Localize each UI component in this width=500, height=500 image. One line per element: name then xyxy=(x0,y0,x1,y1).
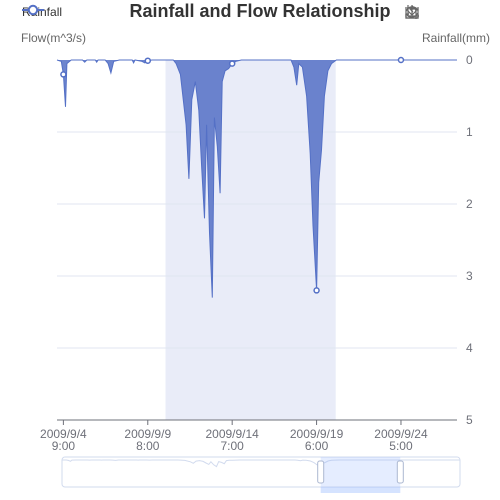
y-axis-right-tick-label: 1 xyxy=(466,125,473,139)
zoom-preview-line xyxy=(62,459,460,468)
rainfall-point[interactable] xyxy=(313,287,320,294)
mark-area-band xyxy=(165,60,336,420)
x-axis-tick-label: 2009/9/14 7:00 xyxy=(205,427,259,453)
zoom-move-bar[interactable] xyxy=(320,487,401,493)
rainfall-point[interactable] xyxy=(144,57,152,64)
data-zoom-slider[interactable] xyxy=(61,456,461,493)
series-layer xyxy=(56,56,457,298)
zoom-track xyxy=(61,456,461,488)
rainfall-line xyxy=(56,59,457,298)
chart-title: Rainfall and Flow Relationship xyxy=(129,1,391,21)
x-axis-tick-label: 2009/9/9 8:00 xyxy=(124,427,171,453)
restore-icon[interactable] xyxy=(405,4,478,24)
mark-area-layer xyxy=(165,60,336,420)
rainfall-point[interactable] xyxy=(397,56,405,64)
legend-line-circle-icon xyxy=(22,4,44,16)
rainfall-point[interactable] xyxy=(228,60,236,67)
grid-layer xyxy=(57,131,457,421)
zoom-handle-start[interactable] xyxy=(317,460,325,484)
y-axis-right-tick-label: 0 xyxy=(466,53,473,67)
toolbox xyxy=(404,4,500,24)
zoom-handle-end[interactable] xyxy=(396,460,404,484)
save-image-icon[interactable] xyxy=(405,4,500,24)
legend-item-rainfall[interactable]: Rainfall xyxy=(22,3,62,21)
y-axis-right-tick-label: 3 xyxy=(466,269,473,283)
axes-layer: 0 1 2 3 4 5 2009/9/4 9:00 2009/9/9 8:00 2009/9/14 7… xyxy=(40,53,473,453)
y-axis-right-tick-label: 2 xyxy=(466,197,473,211)
chart-title-wrap: Rainfall and Flow Relationship xyxy=(0,1,500,22)
x-axis-tick-label: 2009/9/19 6:00 xyxy=(290,427,344,453)
y-axis-right-tick-label: 4 xyxy=(466,341,473,355)
x-axis-tick-label: 2009/9/24 5:00 xyxy=(374,427,428,453)
zoom-window[interactable] xyxy=(320,457,401,487)
rainfall-point[interactable] xyxy=(60,71,67,78)
y-axis-left-label: Flow(m^3/s) xyxy=(21,31,86,45)
x-axis-tick-label: 2009/9/4 9:00 xyxy=(40,427,87,453)
y-axis-right-tick-label: 5 xyxy=(466,413,473,427)
zoom-reset-icon[interactable] xyxy=(405,4,451,24)
y-axis-right-label: Rainfall(mm) xyxy=(422,31,491,45)
